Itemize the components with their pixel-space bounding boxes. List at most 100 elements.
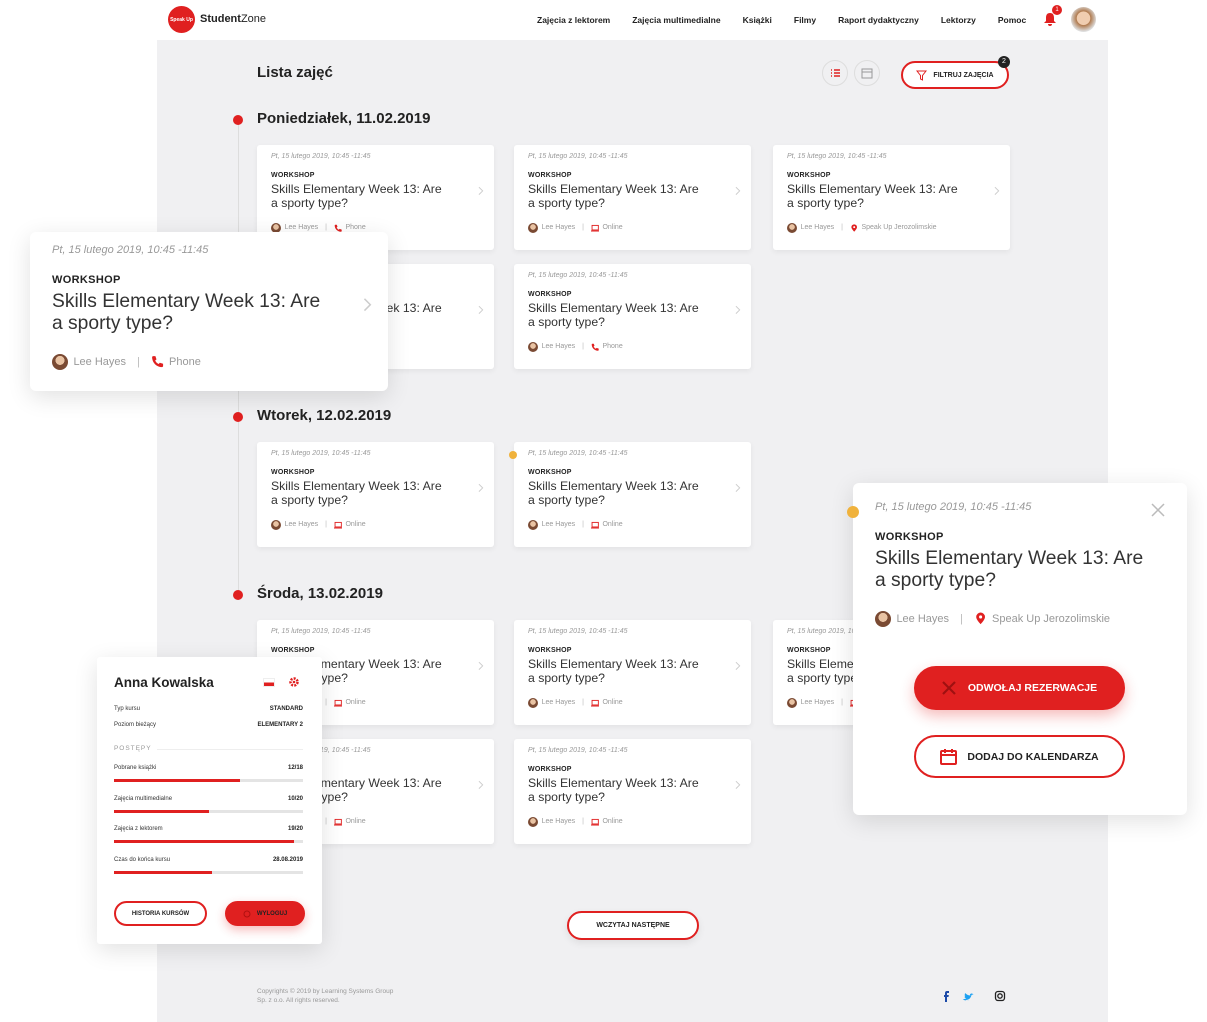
notification-badge: 1 [1052,5,1062,15]
nav-item[interactable]: Filmy [793,15,817,25]
nav-item[interactable]: Zajęcia multimedialne [632,15,721,25]
brand-bold: Student [200,13,241,25]
class-meta: Lee Hayes | Phone [528,341,623,352]
day-heading: Wtorek, 12.02.2019 [257,407,392,424]
chevron [735,306,741,315]
progress-value: 10/20 [287,795,303,802]
filter-button[interactable]: FILTRUJ ZAJĘCIA [901,61,1009,89]
profile-panel: Anna Kowalska Typ kursu STANDARD Poziom bi… [97,657,322,944]
class-type: WORKSHOP [528,646,572,654]
location: Online [602,699,623,707]
teacher-avatar [528,697,539,708]
teacher-avatar [787,222,798,233]
class-title: Skills Elementary Week 13: Are a sporty … [528,776,699,805]
class-date: Pt, 15 lutego 2019, 10:45 -11:45 [528,746,628,754]
progress-value: 19/20 [287,826,303,832]
progress-fill [114,779,240,782]
user-avatar[interactable] [1071,7,1096,32]
chevron [735,187,741,196]
history-button[interactable]: HISTORIA KURSÓW [114,901,207,926]
class-meta: Lee Hayes | Online [528,816,623,827]
teacher-avatar [271,222,282,233]
class-card[interactable]: Pt, 15 lutego 2019, 10:45 -11:45 WORKSHOP… [514,739,751,844]
load-more-button[interactable]: WCZYTAJ NASTĘPNE [567,911,699,940]
class-card[interactable]: Pt, 15 lutego 2019, 10:45 -11:45 WORKSHOP… [773,145,1010,250]
class-card[interactable]: Pt, 15 lutego 2019, 10:45 -11:45 WORKSHOP… [514,264,751,369]
bell-icon[interactable] [1043,12,1057,27]
logo[interactable]: Speak Up [168,6,195,33]
add-to-calendar-button[interactable]: DODAJ DO KALENDARZA [914,735,1125,778]
location: Online [345,818,366,826]
class-card[interactable]: Pt, 15 lutego 2019, 10:45 -11:45 WORKSHOP… [514,620,751,725]
class-type: WORKSHOP [52,273,121,286]
class-meta: Lee Hayes | Speak Up Jerozolimskie [787,222,937,233]
nav-item[interactable]: Pomoc [997,15,1027,25]
class-date: Pt, 15 lutego 2019, 10:45 -11:45 [528,449,628,457]
class-date: Pt, 15 lutego 2019, 10:45 -11:45 [787,152,887,160]
timeline-dot [233,590,243,600]
class-meta: Lee Hayes | Online [528,697,623,708]
language-flag[interactable] [264,679,274,686]
nav-item[interactable]: Zajęcia z lektorem [537,15,611,25]
location-icon [976,613,985,625]
nav-menu: Zajęcia z lektorem Zajęcia multimedialne K… [537,15,1026,25]
highlighted-class-card[interactable]: Pt, 15 lutego 2019, 10:45 -11:45 WORKSHOP… [30,232,388,391]
brand[interactable]: StudentZone [200,13,266,25]
nav-item[interactable]: Raport dydaktyczny [838,15,919,25]
teacher-avatar [528,222,539,233]
progress-label: Zajęcia z lektorem [114,826,163,832]
close-button[interactable] [1151,503,1165,517]
detail-value: STANDARD [269,706,303,712]
facebook-icon[interactable] [944,991,949,1002]
class-card[interactable]: Pt, 15 lutego 2019, 10:45 -11:45 WORKSHOP… [514,145,751,250]
teacher-name: Lee Hayes [541,224,576,232]
nav-bar: Speak Up StudentZone Zajęcia z lektorem Z… [0,0,1207,40]
class-title: Skills Elementary Week 13: Are a sporty … [528,479,699,508]
class-meta: Lee Hayes | Phone [52,354,201,371]
location: Speak Up Jerozolimskie [861,224,937,232]
copyright: Copyrights © 2019 by Learning Systems Gr… [257,988,394,1004]
filter-count: 2 [998,56,1010,68]
class-card[interactable]: Pt, 15 lutego 2019, 10:45 -11:45 WORKSHOP… [514,442,751,547]
location: Speak Up Jerozolimskie [992,613,1111,626]
teacher-avatar [528,816,539,827]
teacher-name: Lee Hayes [896,613,950,626]
class-details-popup: ODWOŁAJ REZERWACJE DODAJ DO KALENDARZA P… [847,483,1187,815]
cancel-reservation-button[interactable]: ODWOŁAJ REZERWACJE [914,666,1125,710]
class-date: Pt, 15 lutego 2019, 10:45 -11:45 [787,627,887,635]
nav-item[interactable]: Książki [742,15,772,25]
list-view-button[interactable] [822,60,848,86]
nav-item[interactable]: Lektorzy [940,15,976,25]
class-card[interactable]: Pt, 15 lutego 2019, 10:45 -11:45 WORKSHOP… [257,442,494,547]
progress-fill [114,809,209,813]
timeline-dot [233,115,243,125]
location: Phone [602,343,623,351]
twitter-icon[interactable] [962,993,974,1001]
progress-label: Pobrane książki [114,765,157,771]
class-title: Skills Elementary Week 13: Are a sporty … [875,547,1144,591]
separator: | [325,521,327,529]
location: Online [345,699,366,707]
location-icon [333,818,343,826]
chevron [478,662,484,671]
class-title: Skills Elementary Week 13: Are a sporty … [528,182,699,211]
location: Online [345,521,366,529]
card-body: Pt, 15 lutego 2019, 10:45 -11:45 WORKSHOP… [271,145,494,250]
teacher-avatar [52,354,68,371]
separator: | [582,818,584,826]
calendar-view-button[interactable] [854,60,880,86]
separator: | [841,224,843,232]
popup-content: Pt, 15 lutego 2019, 10:45 -11:45 WORKSHOP… [853,489,1187,649]
teacher-avatar [271,519,282,530]
logout-button[interactable]: WYLOGUJ [225,901,305,926]
class-type: WORKSHOP [528,290,572,298]
location: Online [602,521,623,529]
location: Online [602,224,623,232]
settings-icon[interactable] [288,676,300,688]
instagram-icon[interactable] [994,990,1006,1002]
progress-bar [114,809,303,813]
progress-label: Zajęcia multimedialne [114,795,173,802]
